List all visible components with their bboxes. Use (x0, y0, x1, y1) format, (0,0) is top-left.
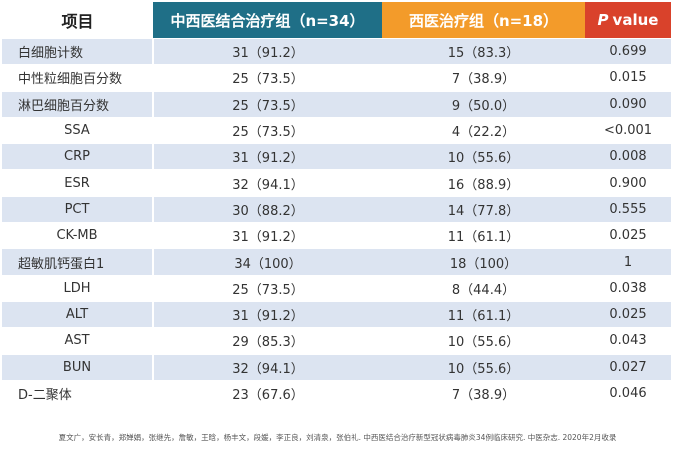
table-row: AST 29（85.3） 10（55.6） 0.043 (2, 327, 671, 355)
integrated-value: 34（100） (153, 248, 382, 276)
table-row: 超敏肌钙蛋白1 34（100） 18（100） 1 (2, 248, 671, 276)
western-value: 11（61.1） (382, 222, 585, 249)
row-name: PCT (2, 195, 154, 223)
integrated-value: 31（91.2） (153, 143, 382, 170)
integrated-value: 29（85.3） (153, 327, 382, 355)
p-value: 0.043 (585, 327, 671, 355)
p-value: 0.555 (585, 195, 671, 223)
p-value: 0.900 (585, 169, 671, 197)
row-name: D-二聚体 (2, 379, 154, 407)
western-value: 14（77.8） (382, 195, 585, 223)
header-p-word: value (612, 11, 659, 29)
p-value: <0.001 (585, 116, 671, 144)
integrated-value: 31（91.2） (153, 37, 382, 65)
western-value: 16（88.9） (382, 169, 585, 197)
row-name: AST (2, 327, 154, 355)
row-name: LDH (2, 274, 154, 302)
table-row: CK-MB 31（91.2） 11（61.1） 0.025 (2, 222, 671, 249)
row-name: ALT (2, 300, 154, 328)
western-value: 18（100） (382, 248, 585, 276)
western-value: 10（55.6） (382, 143, 585, 170)
p-value: 0.008 (585, 143, 671, 170)
table-row: ESR 32（94.1） 16（88.9） 0.900 (2, 169, 671, 197)
integrated-value: 25（73.5） (153, 274, 382, 302)
western-value: 9（50.0） (382, 90, 585, 118)
integrated-value: 32（94.1） (153, 353, 382, 381)
p-value: 0.027 (585, 353, 671, 381)
table-row: 白细胞计数 31（91.2） 15（83.3） 0.699 (2, 37, 671, 65)
row-name: SSA (2, 116, 154, 144)
integrated-value: 25（73.5） (153, 90, 382, 118)
p-value: 0.025 (585, 222, 671, 249)
table-row: CRP 31（91.2） 10（55.6） 0.008 (2, 143, 671, 170)
table-body: 白细胞计数 31（91.2） 15（83.3） 0.699 中性粒细胞百分数 25（73… (2, 37, 671, 407)
citation-footer: 夏文广，安长青，郑婵娟，张继先，詹敏，王晗，杨丰文，段媛，李正良，刘清泉，张伯礼… (58, 433, 617, 442)
table-row: LDH 25（73.5） 8（44.4） 0.038 (2, 274, 671, 302)
integrated-value: 31（91.2） (153, 222, 382, 249)
integrated-value: 32（94.1） (153, 169, 382, 197)
row-name: BUN (2, 353, 154, 381)
header-item: 项目 (2, 2, 153, 39)
table-row: 中性粒细胞百分数 25（73.5） 7（38.9） 0.015 (2, 64, 671, 92)
row-name: 超敏肌钙蛋白1 (2, 248, 154, 276)
table-row: PCT 30（88.2） 14（77.8） 0.555 (2, 195, 671, 223)
integrated-value: 23（67.6） (153, 379, 382, 407)
row-name: CRP (2, 143, 154, 170)
p-value: 0.015 (585, 64, 671, 92)
integrated-value: 31（91.2） (153, 300, 382, 328)
row-name: 淋巴细胞百分数 (2, 90, 154, 118)
table-row: SSA 25（73.5） 4（22.2） <0.001 (2, 116, 671, 144)
p-value: 0.038 (585, 274, 671, 302)
western-value: 10（55.6） (382, 327, 585, 355)
row-name: CK-MB (2, 222, 154, 249)
integrated-value: 30（88.2） (153, 195, 382, 223)
p-value: 0.090 (585, 90, 671, 118)
p-value: 0.025 (585, 300, 671, 328)
row-name: ESR (2, 169, 154, 197)
header-integrated-group: 中西医结合治疗组（n=34） (153, 2, 382, 39)
p-value: 0.699 (585, 37, 671, 65)
header-western-group: 西医治疗组（n=18） (382, 2, 585, 39)
table-row: 淋巴细胞百分数 25（73.5） 9（50.0） 0.090 (2, 90, 671, 118)
western-value: 7（38.9） (382, 379, 585, 407)
western-value: 15（83.3） (382, 37, 585, 65)
row-name: 中性粒细胞百分数 (2, 64, 154, 92)
p-value: 0.046 (585, 379, 671, 407)
table-row: D-二聚体 23（67.6） 7（38.9） 0.046 (2, 379, 671, 407)
table-row: BUN 32（94.1） 10（55.6） 0.027 (2, 353, 671, 381)
integrated-value: 25（73.5） (153, 64, 382, 92)
p-value: 1 (585, 248, 671, 276)
table-row: ALT 31（91.2） 11（61.1） 0.025 (2, 300, 671, 328)
integrated-value: 25（73.5） (153, 116, 382, 144)
row-name: 白细胞计数 (2, 37, 154, 65)
western-value: 10（55.6） (382, 353, 585, 381)
header-p-letter: P (597, 11, 609, 29)
western-value: 11（61.1） (382, 300, 585, 328)
western-value: 8（44.4） (382, 274, 585, 302)
western-value: 7（38.9） (382, 64, 585, 92)
western-value: 4（22.2） (382, 116, 585, 144)
